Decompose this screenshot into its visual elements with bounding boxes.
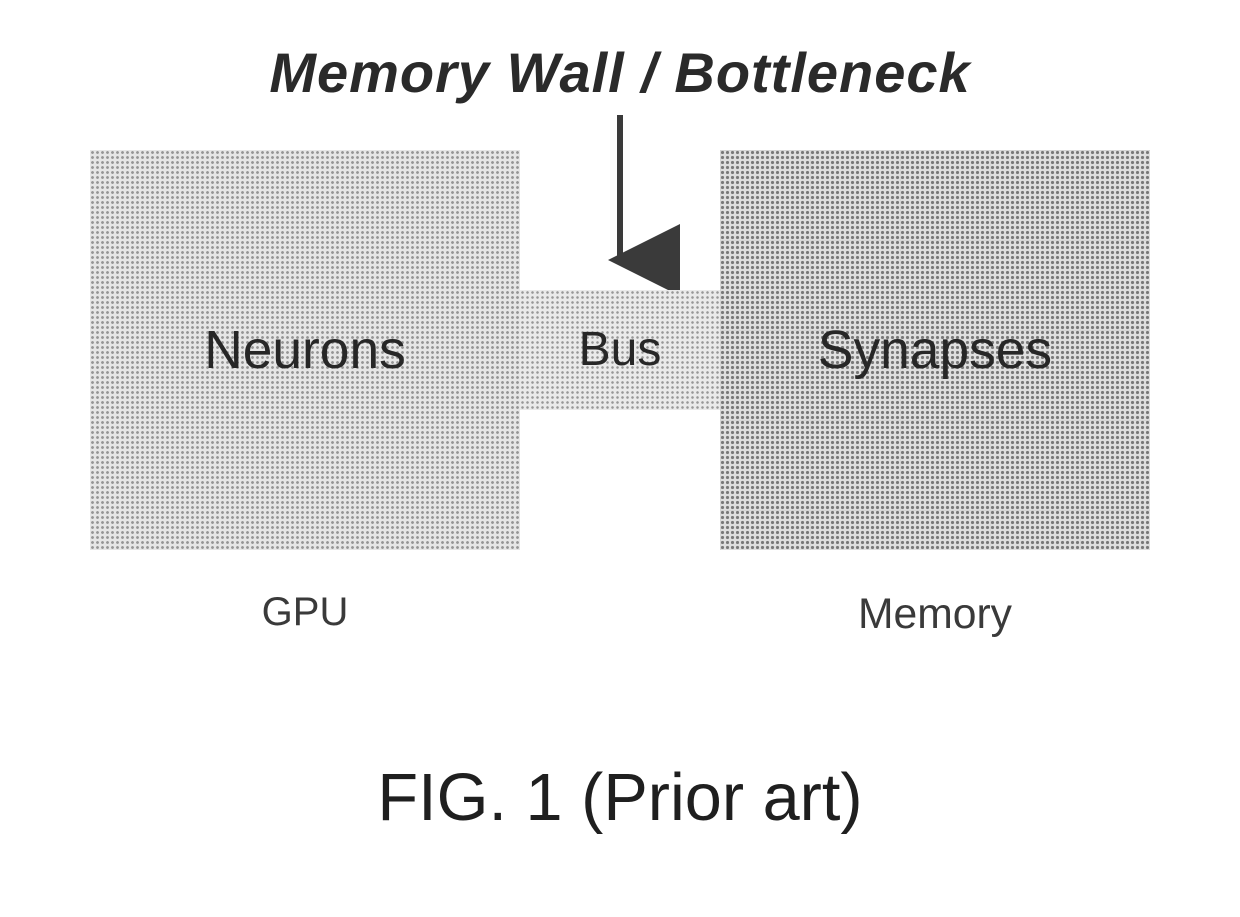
figure-title: Memory Wall / Bottleneck <box>0 40 1240 105</box>
neurons-box-label: Neurons <box>90 320 520 381</box>
synapses-box: Synapses <box>720 150 1150 550</box>
memory-sub-label: Memory <box>720 590 1150 639</box>
figure-canvas: Memory Wall / Bottleneck Neurons GPU Bus… <box>0 0 1240 917</box>
synapses-box-label: Synapses <box>720 320 1150 381</box>
gpu-sub-label: GPU <box>90 590 520 635</box>
bus-box: Bus <box>520 290 720 410</box>
figure-caption: FIG. 1 (Prior art) <box>0 760 1240 836</box>
neurons-box: Neurons <box>90 150 520 550</box>
bottleneck-arrow-icon <box>600 115 640 285</box>
bus-box-label: Bus <box>520 322 720 377</box>
